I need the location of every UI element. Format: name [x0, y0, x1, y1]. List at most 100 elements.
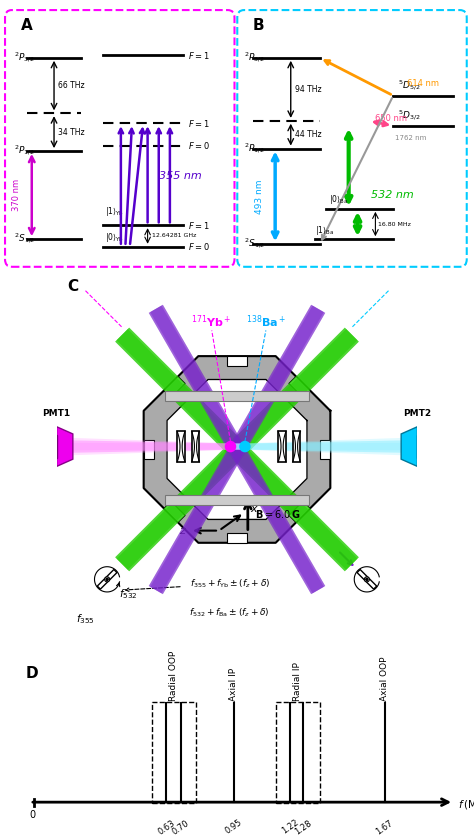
Polygon shape	[191, 431, 200, 462]
Polygon shape	[164, 377, 185, 398]
Text: 650 nm: 650 nm	[375, 114, 408, 122]
Polygon shape	[56, 443, 244, 456]
Text: $f\,$(MHz): $f\,$(MHz)	[458, 798, 474, 811]
Polygon shape	[233, 440, 418, 453]
Text: $f_{355}$: $f_{355}$	[76, 612, 95, 627]
Text: 614 nm: 614 nm	[407, 79, 438, 87]
Text: C: C	[67, 279, 79, 294]
Text: $^2P_{1/2}$: $^2P_{1/2}$	[244, 142, 265, 155]
Text: $^2S_{1/2}$: $^2S_{1/2}$	[14, 232, 35, 246]
Circle shape	[240, 441, 250, 451]
Text: B: B	[253, 18, 264, 34]
Bar	[417, 435, 425, 458]
Text: 44 THz: 44 THz	[295, 130, 322, 139]
Text: 493 nm: 493 nm	[255, 179, 264, 214]
Text: 1762 nm: 1762 nm	[395, 135, 427, 142]
Polygon shape	[149, 305, 325, 594]
Polygon shape	[278, 431, 286, 462]
Text: 532 nm: 532 nm	[371, 190, 414, 200]
Text: $^{138}$Ba$^+$: $^{138}$Ba$^+$	[246, 314, 286, 331]
Text: $^2P_{3/2}$: $^2P_{3/2}$	[244, 51, 265, 65]
Polygon shape	[115, 328, 359, 571]
Text: $^2S_{1/2}$: $^2S_{1/2}$	[244, 237, 265, 251]
Text: 355 nm: 355 nm	[159, 171, 201, 181]
Text: $F=1$: $F=1$	[188, 50, 210, 61]
Polygon shape	[292, 431, 301, 462]
Text: Axial OOP: Axial OOP	[380, 656, 389, 701]
Text: 94 THz: 94 THz	[295, 85, 322, 94]
Polygon shape	[401, 427, 418, 466]
Text: Axial IP: Axial IP	[229, 668, 238, 701]
Polygon shape	[56, 440, 244, 453]
Circle shape	[226, 441, 236, 451]
Polygon shape	[149, 305, 325, 594]
Polygon shape	[289, 502, 310, 523]
Text: 16.80 MHz: 16.80 MHz	[378, 221, 410, 227]
Text: D: D	[26, 665, 38, 680]
Text: $F=1$: $F=1$	[188, 220, 210, 231]
Polygon shape	[289, 377, 310, 398]
Polygon shape	[227, 356, 247, 366]
Text: $^2P_{3/2}$: $^2P_{3/2}$	[14, 51, 35, 65]
Text: 12.64281 GHz: 12.64281 GHz	[152, 233, 196, 238]
Polygon shape	[233, 437, 418, 451]
Text: 1.22: 1.22	[280, 818, 301, 836]
Bar	[49, 435, 57, 458]
Text: $\mathbf{B} = 6.0\,\mathbf{G}$: $\mathbf{B} = 6.0\,\mathbf{G}$	[255, 508, 301, 520]
Polygon shape	[115, 328, 359, 571]
Polygon shape	[117, 329, 357, 570]
Bar	[165, 495, 309, 505]
Text: $^2P_{1/2}$: $^2P_{1/2}$	[14, 144, 35, 158]
Polygon shape	[56, 437, 244, 451]
Text: Radial OOP: Radial OOP	[169, 650, 178, 701]
Polygon shape	[117, 329, 357, 570]
Text: $x$: $x$	[250, 504, 259, 514]
Text: PMT1: PMT1	[43, 409, 71, 418]
Circle shape	[105, 576, 109, 582]
Polygon shape	[97, 570, 117, 589]
Text: $^5D_{3/2}$: $^5D_{3/2}$	[398, 109, 420, 123]
Text: 0: 0	[29, 810, 35, 821]
Text: 0.95: 0.95	[224, 818, 244, 836]
Polygon shape	[150, 305, 324, 593]
Circle shape	[366, 578, 368, 581]
Text: Radial IP: Radial IP	[293, 662, 302, 701]
Text: PMT2: PMT2	[403, 409, 431, 418]
Text: $f_{532} + f_{\rm Ba} \pm (f_z + \delta)$: $f_{532} + f_{\rm Ba} \pm (f_z + \delta)…	[190, 607, 270, 619]
Text: 370 nm: 370 nm	[12, 179, 21, 211]
Text: $^5D_{5/2}$: $^5D_{5/2}$	[398, 79, 420, 93]
Text: 0.63: 0.63	[156, 818, 177, 836]
Text: $f_{532}$: $f_{532}$	[119, 587, 138, 602]
Text: $|1\rangle_{\rm Ba}$: $|1\rangle_{\rm Ba}$	[315, 224, 334, 237]
Text: $|0\rangle_{\rm Ba}$: $|0\rangle_{\rm Ba}$	[328, 194, 347, 206]
Polygon shape	[320, 440, 330, 460]
Text: A: A	[21, 18, 32, 34]
Circle shape	[106, 578, 108, 581]
Circle shape	[365, 576, 369, 582]
Polygon shape	[227, 533, 247, 543]
Polygon shape	[115, 328, 359, 571]
Text: 66 THz: 66 THz	[58, 81, 85, 90]
Text: $|0\rangle_{\rm Yb}$: $|0\rangle_{\rm Yb}$	[105, 232, 124, 244]
Text: 0.70: 0.70	[171, 818, 191, 836]
Polygon shape	[167, 379, 307, 519]
Text: 34 THz: 34 THz	[58, 128, 85, 137]
Polygon shape	[144, 356, 330, 543]
Polygon shape	[357, 570, 377, 589]
Polygon shape	[144, 440, 154, 460]
Text: $F=0$: $F=0$	[188, 140, 210, 152]
Polygon shape	[56, 427, 73, 466]
Text: $F=0$: $F=0$	[188, 241, 210, 253]
Polygon shape	[149, 305, 325, 594]
Text: 1.28: 1.28	[293, 818, 313, 836]
Text: $^{171}$Yb$^+$: $^{171}$Yb$^+$	[191, 314, 232, 331]
Polygon shape	[177, 431, 185, 462]
Polygon shape	[149, 305, 325, 594]
Polygon shape	[233, 443, 418, 456]
Polygon shape	[150, 305, 324, 593]
Bar	[152, 701, 196, 803]
Text: $f_{355} + f_{\rm Yb} \pm (f_z + \delta)$: $f_{355} + f_{\rm Yb} \pm (f_z + \delta)…	[190, 577, 270, 590]
Text: 1.67: 1.67	[374, 818, 395, 836]
Bar	[275, 701, 319, 803]
Text: $F=1$: $F=1$	[188, 117, 210, 129]
